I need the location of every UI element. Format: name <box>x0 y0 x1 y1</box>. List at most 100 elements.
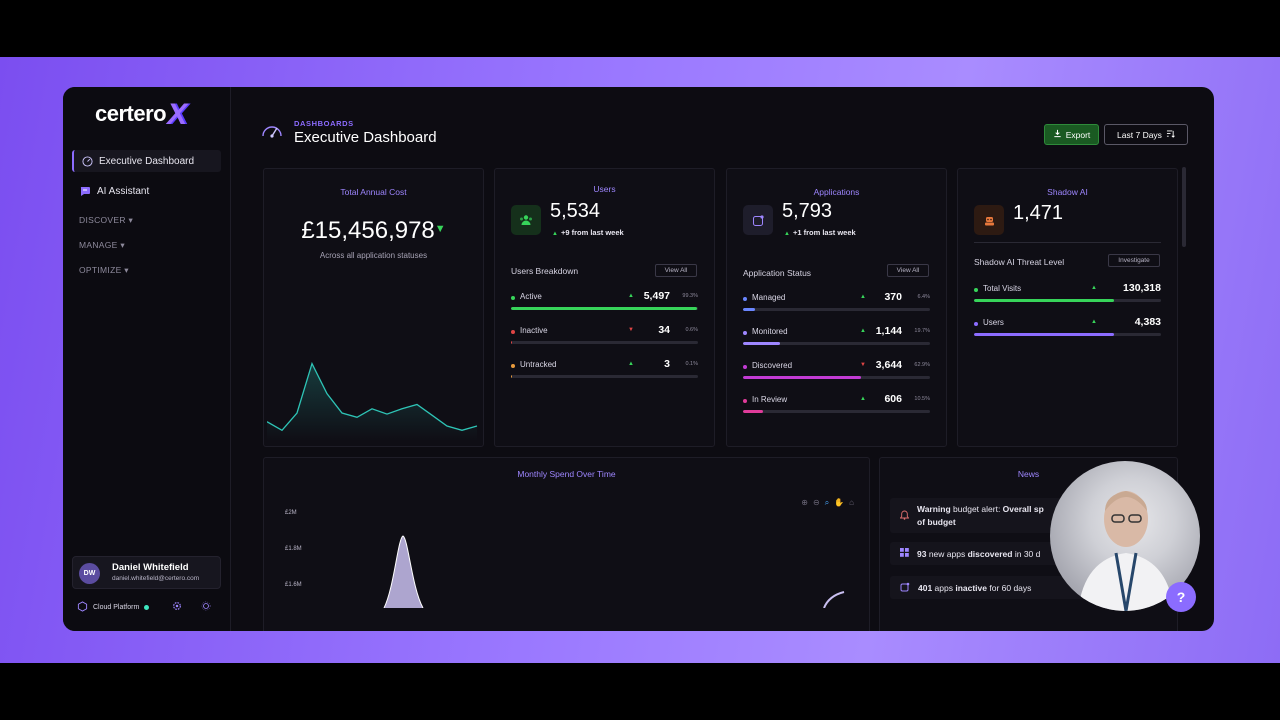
status-dot <box>974 322 978 326</box>
sidebar-group-manage[interactable]: MANAGE ▾ <box>79 240 125 250</box>
row-label: In Review <box>752 395 788 404</box>
breakdown-row-inactive[interactable]: Inactive ▼ 34 0.6% <box>511 324 698 350</box>
breadcrumb[interactable]: DASHBOARDS <box>294 119 354 128</box>
y-axis-tick: £2M <box>285 510 297 516</box>
users-delta: ▲ +9 from last week <box>552 228 624 237</box>
progress-fill <box>974 299 1115 302</box>
progress-track <box>743 308 930 311</box>
breakdown-row-total-visits[interactable]: Total Visits ▲ 130,318 <box>974 282 1161 308</box>
breakdown-row-monitored[interactable]: Monitored ▲ 1,144 19.7% <box>743 325 930 351</box>
row-percent: 19.7% <box>914 328 930 334</box>
breakdown-row-in-review[interactable]: In Review ▲ 606 10.5% <box>743 393 930 419</box>
row-label: Managed <box>752 293 786 302</box>
card-title: Total Annual Cost <box>340 187 407 197</box>
row-label: Total Visits <box>983 284 1022 293</box>
row-percent: 0.1% <box>685 361 698 367</box>
row-label: Inactive <box>520 326 548 335</box>
pan-hand-icon[interactable]: ✋ <box>834 498 845 507</box>
filter-sort-icon <box>1166 129 1175 140</box>
breakdown-row-managed[interactable]: Managed ▲ 370 6.4% <box>743 291 930 317</box>
app-window-icon <box>743 205 773 235</box>
row-value: 370 <box>884 291 902 303</box>
status-dot <box>144 604 150 610</box>
user-name: Daniel Whitefield <box>112 562 189 573</box>
user-profile-card[interactable]: DW Daniel Whitefield daniel.whitefield@c… <box>72 556 221 589</box>
view-all-button[interactable]: View All <box>887 264 929 277</box>
row-label: Users <box>983 318 1004 327</box>
progress-track <box>511 375 698 378</box>
cost-sparkline <box>267 361 478 441</box>
progress-track <box>511 307 698 310</box>
status-dot <box>743 365 747 369</box>
breakdown-row-users[interactable]: Users ▲ 4,383 <box>974 316 1161 342</box>
section-title: Shadow AI Threat Level <box>974 257 1065 267</box>
user-email: daniel.whitefield@certero.com <box>112 575 200 582</box>
download-icon <box>1053 129 1062 140</box>
progress-fill <box>511 307 697 310</box>
row-value: 3 <box>664 358 670 370</box>
view-all-button[interactable]: View All <box>655 264 697 277</box>
card-subtitle: Across all application statuses <box>319 251 428 260</box>
export-button[interactable]: Export <box>1044 124 1099 145</box>
gear-icon[interactable] <box>172 601 182 613</box>
row-value: 3,644 <box>875 359 902 371</box>
card-title: Users <box>593 184 616 194</box>
breakdown-row-active[interactable]: Active ▲ 5,497 99.3% <box>511 290 698 316</box>
sidebar-item-label: Executive Dashboard <box>99 155 195 167</box>
sidebar-item-label: AI Assistant <box>97 185 150 197</box>
magnify-icon[interactable]: ⌕ <box>824 498 830 507</box>
up-triangle-icon: ▲ <box>860 294 866 300</box>
help-chat-button[interactable]: ? <box>1166 582 1196 612</box>
zoom-out-icon[interactable]: ⊖ <box>813 498 820 507</box>
breakdown-row-untracked[interactable]: Untracked ▲ 3 0.1% <box>511 358 698 384</box>
total-cost-card: Total Annual Cost £15,456,978▼ Across al… <box>263 168 484 447</box>
zoom-in-icon[interactable]: ⊕ <box>801 498 808 507</box>
row-percent: 10.5% <box>914 396 930 402</box>
applications-count: 5,793 <box>782 200 833 222</box>
card-title: News <box>1017 469 1040 479</box>
applications-delta: ▲ +1 from last week <box>784 228 856 237</box>
date-range-dropdown[interactable]: Last 7 Days <box>1104 124 1188 145</box>
row-percent: 0.6% <box>685 327 698 333</box>
progress-fill <box>743 308 755 311</box>
sidebar-group-discover[interactable]: DISCOVER ▾ <box>79 215 134 225</box>
row-label: Active <box>520 292 542 301</box>
theme-toggle-icon[interactable] <box>201 601 211 613</box>
row-value: 606 <box>884 393 902 405</box>
shadow-ai-card: Shadow AI 1,471 Shadow AI Threat Level I… <box>957 168 1178 447</box>
app-window: certeroX Executive Dashboard AI Assistan… <box>63 87 1214 631</box>
caret-down-icon: ▾ <box>120 240 125 250</box>
certero-logo[interactable]: certeroX <box>95 98 187 131</box>
row-percent: 62.9% <box>914 362 930 368</box>
shadow-ai-count: 1,471 <box>1013 202 1064 224</box>
sidebar-item-executive-dashboard[interactable]: Executive Dashboard <box>72 150 221 172</box>
row-label: Discovered <box>752 361 793 370</box>
grid-icon <box>900 548 909 559</box>
status-dot <box>511 364 515 368</box>
down-triangle-icon: ▼ <box>434 223 446 235</box>
sidebar-group-optimize[interactable]: OPTIMIZE ▾ <box>79 265 129 275</box>
y-axis-tick: £1.8M <box>285 546 302 552</box>
investigate-button[interactable]: Investigate <box>1108 254 1160 267</box>
sidebar-item-ai-assistant[interactable]: AI Assistant <box>72 180 221 202</box>
up-triangle-icon: ▲ <box>784 231 790 237</box>
row-value: 4,383 <box>1134 316 1161 328</box>
caret-down-icon: ▾ <box>124 265 129 275</box>
progress-track <box>974 299 1161 302</box>
status-dot <box>743 399 747 403</box>
platform-label[interactable]: Cloud Platform <box>93 603 140 611</box>
status-dot <box>743 331 747 335</box>
row-value: 5,497 <box>643 290 670 302</box>
dashboard-gauge-icon <box>260 120 284 147</box>
scrollbar[interactable] <box>1182 167 1186 247</box>
total-cost-value: £15,456,978▼ <box>301 217 446 244</box>
section-title: Application Status <box>743 268 812 278</box>
progress-track <box>743 410 930 413</box>
users-group-icon <box>511 205 541 235</box>
users-count: 5,534 <box>550 200 601 222</box>
y-axis-tick: £1.6M <box>285 582 302 588</box>
home-icon[interactable]: ⌂ <box>849 498 854 507</box>
breakdown-row-discovered[interactable]: Discovered ▼ 3,644 62.9% <box>743 359 930 385</box>
progress-track <box>743 376 930 379</box>
page-title: Executive Dashboard <box>294 129 437 146</box>
